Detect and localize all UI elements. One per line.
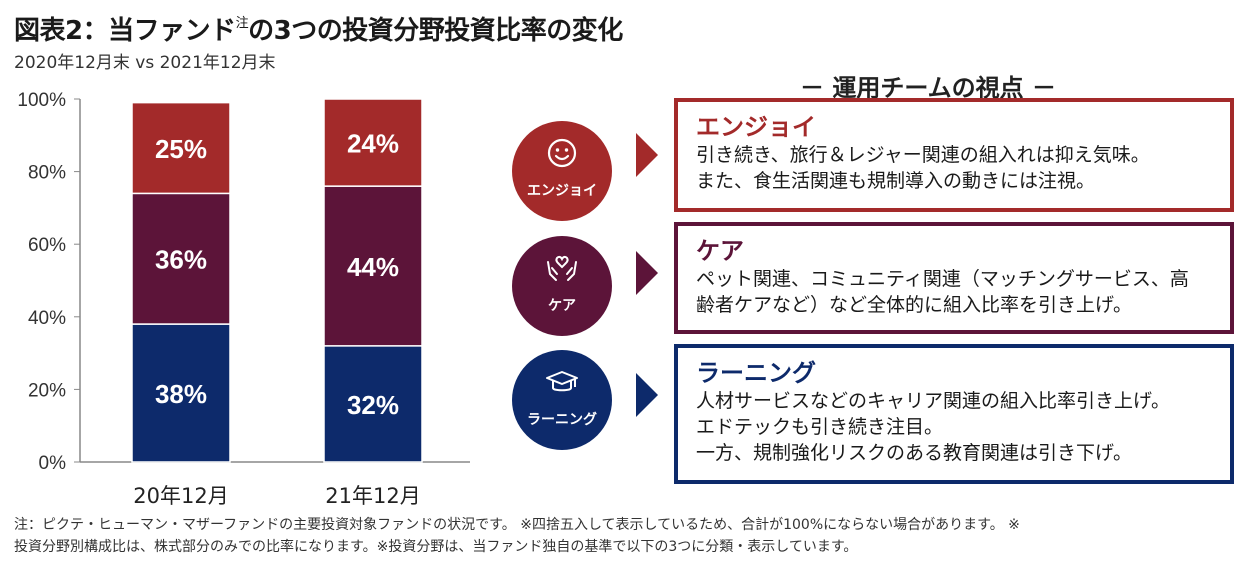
bar-value-label: 32% (347, 390, 399, 420)
learning-box: ラーニング 人材サービスなどのキャリア関連の組入比率引き上げ。 エドテックも引き… (674, 344, 1234, 484)
y-tick-label: 0% (39, 453, 67, 474)
enjoy-heading: エンジョイ (696, 113, 816, 141)
bar-segment (323, 345, 423, 463)
bar-segment (323, 98, 423, 187)
y-tick-label: 100% (17, 90, 66, 111)
page-subtitle: 2020年12月末 vs 2021年12月末 (14, 53, 276, 73)
x-category-label: 21年12月 (325, 484, 420, 508)
y-tick-label: 40% (28, 308, 66, 329)
learning-circle-label: ラーニング (527, 412, 597, 428)
care-box: ケア ペット関連、コミュニティ関連（マッチングサービス、高 齢者ケアなど）など全… (674, 222, 1234, 334)
care-circle: ケア (512, 236, 612, 336)
y-tick-label: 20% (28, 380, 66, 401)
bar-value-label: 38% (155, 379, 207, 409)
bar-value-label: 36% (155, 245, 207, 275)
learning-circle: ラーニング (512, 350, 612, 450)
enjoy-box: エンジョイ 引き続き、旅行＆レジャー関連の組入れは抑え気味。 また、食生活関連も… (674, 98, 1234, 212)
title-note-mark: 注 (235, 16, 249, 31)
bar-segment (131, 192, 231, 325)
bar-segment (323, 185, 423, 347)
viewpoint-header: － 運用チームの視点 － (800, 74, 1056, 102)
x-category-label: 20年12月 (133, 484, 228, 508)
learning-text-line: 人材サービスなどのキャリア関連の組入比率引き上げ。 (696, 390, 1171, 412)
care-arrow-icon (636, 251, 658, 295)
enjoy-circle: エンジョイ (512, 121, 612, 221)
footnote-line: 投資分野別構成比は、株式部分のみでの比率になります。※投資分野は、当ファンド独自… (14, 539, 858, 555)
y-tick-label: 80% (28, 163, 66, 184)
care-circle-label: ケア (548, 298, 576, 314)
learning-arrow-icon (636, 373, 658, 417)
enjoy-arrow-icon (636, 133, 658, 177)
care-text-line: ペット関連、コミュニティ関連（マッチングサービス、高 (696, 268, 1189, 290)
bar-value-label: 44% (347, 252, 399, 282)
enjoy-circle-label: エンジョイ (527, 183, 597, 199)
heart-hands-icon (512, 252, 612, 284)
bar-segment (131, 101, 231, 195)
graduation-cap-icon (512, 366, 612, 398)
care-text-line: 齢者ケアなど）など全体的に組入比率を引き上げ。 (696, 294, 1133, 316)
learning-text-line: 一方、規制強化リスクのある教育関連は引き下げ。 (696, 442, 1133, 464)
bar-value-label: 24% (347, 129, 399, 159)
care-heading: ケア (696, 237, 744, 265)
bar-value-label: 25% (155, 134, 207, 164)
learning-text-line: エドテックも引き続き注目。 (696, 416, 944, 438)
enjoy-text-line: また、食生活関連も規制導入の動きには注視。 (696, 170, 1096, 192)
enjoy-text-line: 引き続き、旅行＆レジャー関連の組入れは抑え気味。 (696, 144, 1150, 166)
learning-heading: ラーニング (696, 359, 816, 387)
page-title: 図表2：当ファンド注の3つの投資分野投資比率の変化 (14, 16, 623, 46)
smile-icon (512, 137, 612, 169)
footnote-line: 注：ピクテ・ヒューマン・マザーファンドの主要投資対象ファンドの状況です。 ※四捨… (14, 517, 1020, 533)
bar-segment (131, 323, 231, 463)
stacked-bar-chart: 0% 20% 40% 60% 80% 100% 38% 36% 25% 20年12月 32% 44% 2… (17, 90, 470, 508)
y-tick-label: 60% (28, 235, 66, 256)
